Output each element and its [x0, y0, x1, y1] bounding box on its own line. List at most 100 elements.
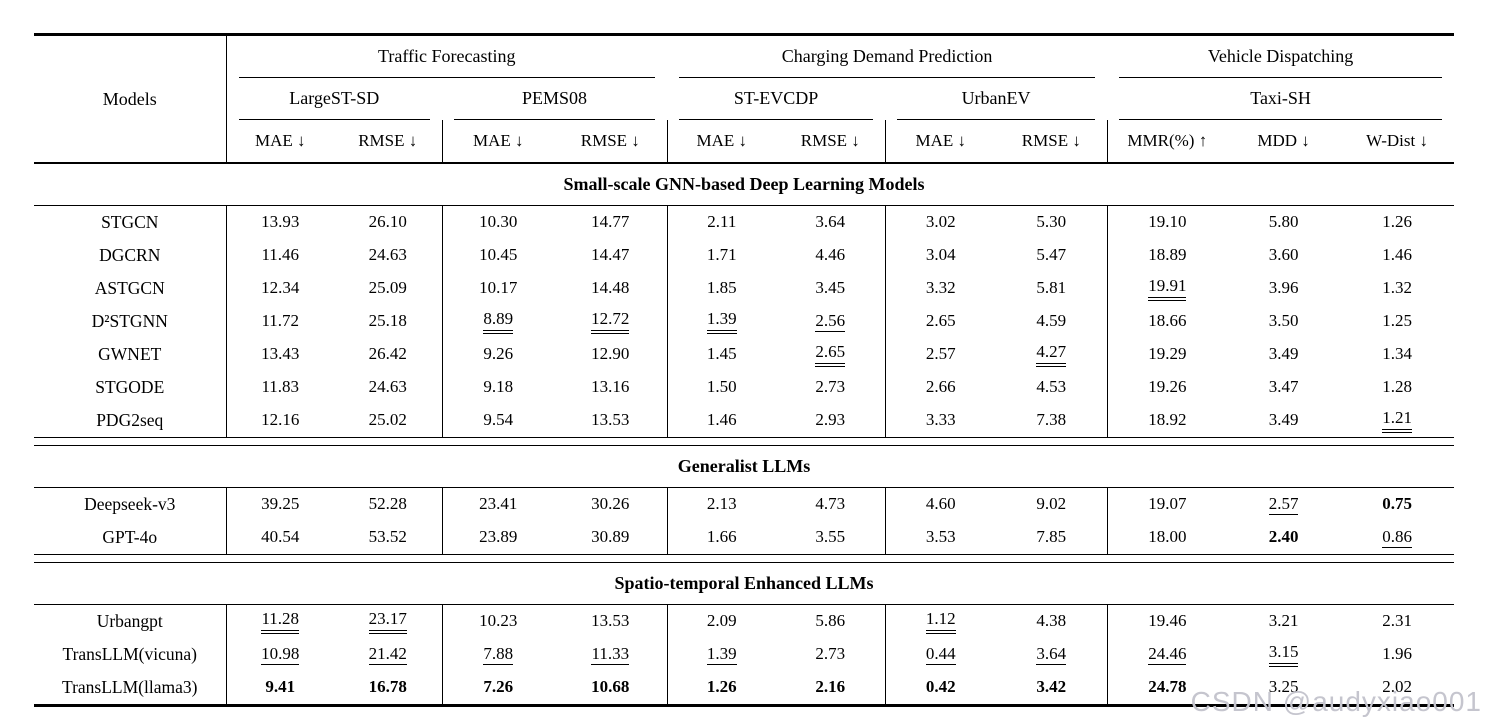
table-row: Urbangpt 11.28 23.17 10.23 13.53 2.09 5.86 1.12…: [34, 604, 1454, 638]
section-title: Spatio-temporal Enhanced LLMs: [34, 562, 1455, 605]
metric-cell: 5.47: [996, 239, 1108, 272]
metric-cell: 23.17: [334, 604, 443, 638]
metric-value: 21.42: [368, 644, 407, 666]
metric-value: 26.10: [368, 212, 407, 232]
metric-cell: 10.98: [226, 638, 334, 671]
metric-cell: 9.18: [442, 371, 554, 404]
table-body: Small-scale GNN-based Deep Learning Mode…: [34, 162, 1455, 706]
metric-value: 2.16: [815, 677, 846, 697]
metric-value: 19.07: [1148, 494, 1187, 514]
metric-cell: 3.25: [1227, 671, 1340, 706]
models-column-header: Models: [34, 34, 227, 164]
model-name-cell: TransLLM(llama3): [34, 671, 227, 706]
metric-cell: 1.26: [667, 671, 776, 706]
metric-cell: 26.10: [334, 205, 443, 239]
metric-cell: 3.53: [885, 521, 996, 555]
metric-value: 40.54: [261, 527, 300, 547]
metric-value: 0.86: [1382, 527, 1412, 549]
metric-value: 24.46: [1148, 644, 1187, 666]
table-row: GWNET 13.43 26.42 9.26 12.90 1.45 2.65 2.57 4.27…: [34, 338, 1454, 371]
metric-value: 9.02: [1036, 494, 1067, 514]
metric-value: 11.46: [261, 245, 300, 265]
metric-cell: 14.48: [554, 272, 668, 305]
metric-cell: 5.30: [996, 205, 1108, 239]
metric-cell: 9.41: [226, 671, 334, 706]
metric-value: 7.88: [483, 644, 514, 666]
table-row: TransLLM(llama3) 9.41 16.78 7.26 10.68 1.26 2.…: [34, 671, 1454, 706]
metric-value: 39.25: [261, 494, 300, 514]
metric-value: 3.25: [1268, 677, 1299, 697]
metric-cell: 1.32: [1340, 272, 1454, 305]
metric-cell: 3.15: [1227, 638, 1340, 671]
section-title: Generalist LLMs: [34, 445, 1455, 488]
metric-value: 2.11: [707, 212, 737, 232]
metric-cell: 3.02: [885, 206, 996, 240]
header-row-groups: Models Traffic Forecasting Charging Dema…: [34, 34, 1454, 164]
metric-value: 11.28: [261, 609, 300, 634]
metric-value: 23.89: [479, 527, 518, 547]
model-name-cell: PDG2seq: [34, 404, 227, 438]
metric-value: 3.42: [1036, 677, 1067, 697]
metric-cell: 19.26: [1107, 371, 1227, 404]
metric-cell: 16.78: [334, 671, 443, 706]
metric-cell: 3.49: [1227, 338, 1340, 371]
metric-cell: 2.73: [776, 371, 886, 404]
metric-value: 2.02: [1382, 677, 1412, 697]
metric-value: 1.28: [1382, 377, 1412, 397]
metric-cell: 2.65: [776, 338, 886, 371]
metric-value: 5.81: [1036, 278, 1067, 298]
metric-value: 3.04: [925, 245, 956, 265]
metric-value: 4.73: [815, 494, 846, 514]
model-name-cell: STGODE: [34, 371, 227, 404]
metric-value: 19.29: [1148, 344, 1187, 364]
metric-value: 11.72: [261, 311, 300, 331]
metric-cell: 10.45: [442, 239, 554, 272]
metric-cell: 1.26: [1340, 206, 1454, 240]
metric-value: 0.75: [1382, 494, 1412, 514]
metric-cell: 11.72: [226, 305, 334, 338]
metric-cell: 18.00: [1107, 521, 1227, 555]
metric-value: 11.33: [591, 644, 630, 666]
metric-value: 30.89: [591, 527, 630, 547]
metric-cell: 19.07: [1107, 488, 1227, 522]
metric-cell: 10.68: [554, 671, 668, 706]
metric-cell: 0.42: [885, 671, 996, 706]
group-header-charging-demand-prediction: Charging Demand Prediction: [667, 35, 1107, 78]
group-header-label: Traffic Forecasting: [238, 36, 656, 78]
metric-cell: 52.28: [334, 487, 443, 521]
metric-cell: 13.93: [226, 206, 334, 240]
metric-cell: 4.46: [776, 239, 886, 272]
dataset-header-label: LargeST-SD: [238, 78, 430, 120]
metric-value: 25.09: [368, 278, 407, 298]
metric-value: 1.71: [706, 245, 737, 265]
metric-value: 1.25: [1382, 311, 1412, 331]
metric-cell: 24.63: [334, 239, 443, 272]
metric-value: 30.26: [591, 494, 630, 514]
group-header-label: Vehicle Dispatching: [1119, 36, 1443, 78]
metric-cell: 26.42: [334, 338, 443, 371]
metric-cell: 19.91: [1107, 272, 1227, 305]
metric-cell: 2.57: [1227, 488, 1340, 522]
metric-value: 11.83: [261, 377, 300, 397]
table-row: D²STGNN 11.72 25.18 8.89 12.72 1.39 2.56 2.65 4.…: [34, 305, 1454, 338]
metric-header-mae: MAE ↓: [885, 120, 997, 164]
metric-value: 13.43: [261, 344, 300, 364]
metric-value: 3.15: [1268, 642, 1299, 667]
metric-value: 4.38: [1036, 611, 1067, 631]
metric-cell: 3.96: [1227, 272, 1340, 305]
metric-cell: 2.93: [776, 404, 886, 438]
metric-cell: 1.50: [667, 371, 776, 404]
metric-value: 2.13: [706, 494, 737, 514]
metric-cell: 40.54: [226, 521, 334, 555]
metric-cell: 13.53: [554, 604, 668, 638]
metric-value: 19.26: [1148, 377, 1187, 397]
table-row: Deepseek-v3 39.25 52.28 23.41 30.26 2.13 4.73 4…: [34, 487, 1454, 522]
metric-value: 1.32: [1382, 278, 1412, 298]
metric-value: 4.53: [1036, 377, 1067, 397]
metric-header-w-dist: W-Dist ↓: [1340, 120, 1455, 164]
metric-cell: 12.34: [226, 272, 334, 305]
metric-cell: 4.27: [996, 338, 1108, 371]
metric-value: 10.30: [479, 212, 518, 232]
metric-value: 3.60: [1268, 245, 1299, 265]
metric-header-mmr: MMR(%) ↑: [1107, 120, 1228, 164]
